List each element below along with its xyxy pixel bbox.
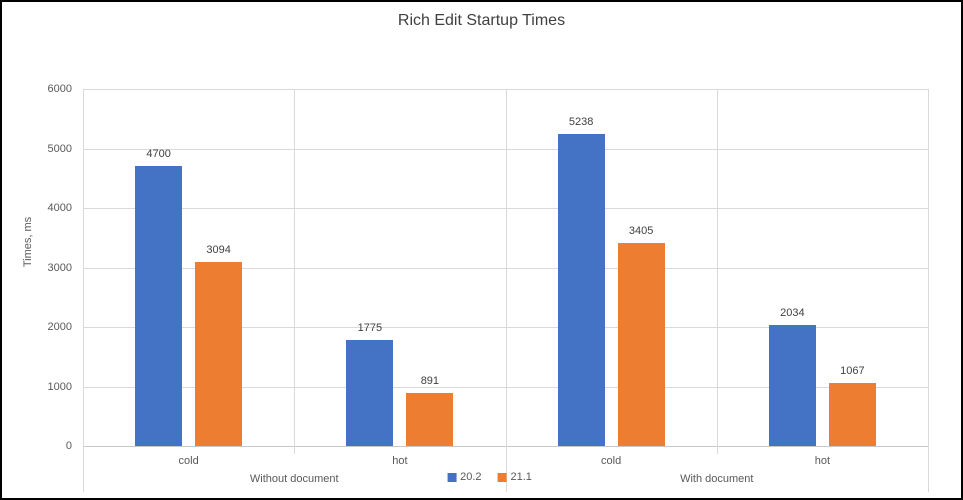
category-label: cold (601, 455, 622, 467)
chart-title: Rich Edit Startup Times (397, 12, 566, 29)
group-label: With document (680, 473, 754, 485)
data-label: 1775 (357, 322, 383, 335)
group-axis-tick (505, 446, 507, 492)
bar-series-21.1 (617, 243, 665, 446)
category-separator (505, 89, 507, 446)
bar-series-20.2 (768, 324, 816, 446)
data-label: 3094 (206, 243, 231, 256)
y-tick-label: 6000 (47, 83, 72, 95)
y-tick-label: 0 (65, 440, 72, 452)
category-separator (928, 89, 929, 446)
data-label: 4700 (146, 148, 171, 161)
legend: 20.2 21.1 (447, 472, 532, 483)
category-label: hot (814, 455, 831, 467)
legend-label: 21.1 (510, 471, 532, 483)
group-label: Without document (249, 473, 339, 485)
data-label: 3405 (628, 225, 654, 238)
bar-series-21.1 (195, 261, 243, 446)
data-label: 2034 (780, 306, 805, 319)
legend-item: 20.2 (447, 471, 482, 483)
y-tick-label: 5000 (47, 142, 72, 155)
y-axis-title: Times, ms (22, 216, 34, 268)
legend-item: 21.1 (497, 471, 532, 483)
y-tick-label: 1000 (47, 380, 72, 393)
y-tick-label: 4000 (47, 202, 72, 214)
bar-series-20.2 (346, 340, 394, 446)
data-label: 5238 (568, 116, 594, 129)
legend-swatch-icon (497, 473, 507, 482)
y-tick-label: 2000 (47, 321, 72, 333)
y-tick-label: 3000 (47, 261, 72, 274)
category-separator (83, 89, 84, 446)
legend-swatch-icon (447, 473, 457, 482)
legend-label: 20.2 (460, 471, 482, 483)
bar-series-21.1 (406, 392, 454, 446)
group-axis-tick (928, 446, 929, 492)
category-separator (294, 89, 296, 446)
category-axis-tick (716, 446, 718, 454)
group-axis-tick (83, 446, 84, 492)
category-separator (716, 89, 718, 446)
data-label: 891 (420, 374, 440, 387)
bar-series-20.2 (135, 166, 183, 446)
data-label: 1067 (840, 364, 865, 377)
bar-series-21.1 (828, 382, 876, 446)
category-label: cold (178, 455, 199, 467)
category-axis-tick (294, 446, 296, 454)
bar-series-20.2 (557, 134, 605, 446)
category-label: hot (392, 455, 408, 467)
